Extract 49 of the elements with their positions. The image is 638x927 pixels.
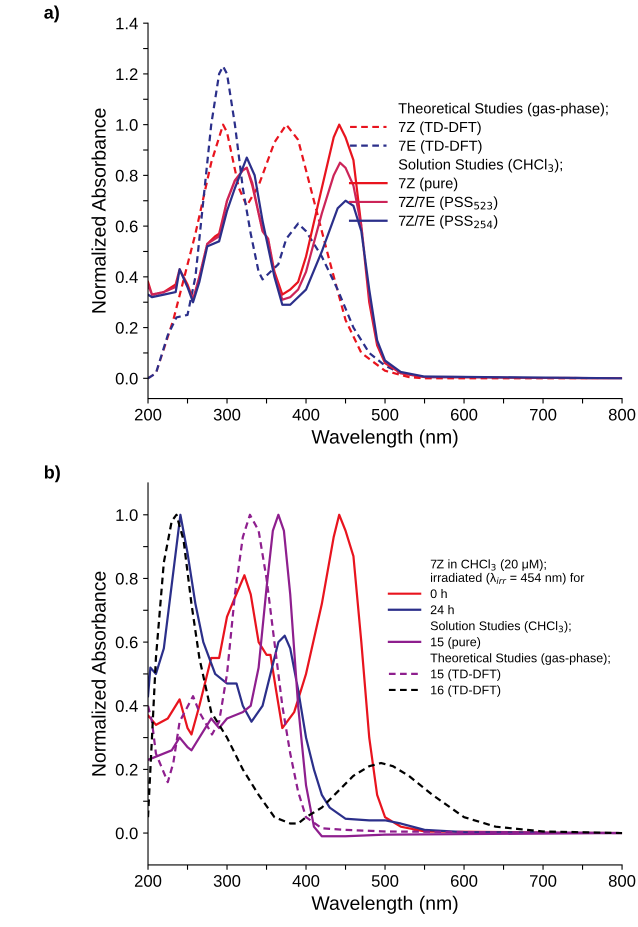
y-axis-title: Normalized Absorbance xyxy=(91,572,106,776)
x-tick-label: 600 xyxy=(450,408,478,421)
x-tick-label: 700 xyxy=(530,408,556,421)
x-tick-label: 700 xyxy=(530,875,556,887)
legend-label: 16 (TD-DFT) xyxy=(431,685,500,697)
annotation: 7Z in CHCl$_{3}$ (20 μM); irradiated (λ$_{irr}$ = 454 nm) for xyxy=(430,559,584,585)
y-tick-label: 1.0 xyxy=(116,509,138,521)
legend-label: 7Z (TD-DFT) xyxy=(398,121,481,136)
y-tick-label: 0.8 xyxy=(116,170,138,182)
y-tick-label: 0.8 xyxy=(116,572,138,585)
y-tick-label: 1.2 xyxy=(116,68,138,80)
legend-label: 15 (TD-DFT) xyxy=(431,669,500,681)
legend-label: 7Z/7E (PSS$_{254}$) xyxy=(398,215,498,229)
x-tick-label: 300 xyxy=(214,875,240,887)
legend-label: 7E (TD-DFT) xyxy=(398,140,482,154)
x-tick-label: 200 xyxy=(134,875,162,887)
x-tick-label: 800 xyxy=(608,875,636,887)
y-tick-label: 0.2 xyxy=(116,322,138,334)
x-tick-label: 600 xyxy=(450,875,478,887)
x-tick-label: 200 xyxy=(134,408,162,421)
legend-label: 15 (pure) xyxy=(431,637,480,649)
chart-title: a) xyxy=(44,6,59,22)
y-tick-label: 1.4 xyxy=(116,18,138,30)
x-axis-title: Wavelength (nm) xyxy=(311,429,458,448)
annotation: Solution Studies (CHCl$_{3}$); xyxy=(430,621,571,633)
x-axis-title: Wavelength (nm) xyxy=(311,896,458,914)
legend-label: 24 h xyxy=(430,605,454,614)
y-tick-label: 0.6 xyxy=(116,220,138,232)
legend-label: 0 h xyxy=(430,588,447,598)
y-tick-label: 1.0 xyxy=(116,119,138,131)
x-tick-label: 400 xyxy=(292,408,320,421)
y-tick-label: 0.4 xyxy=(116,271,138,284)
x-tick-label: 800 xyxy=(608,408,636,421)
chart-title: b) xyxy=(44,465,60,482)
annotation: Theoretical Studies (gas-phase); xyxy=(398,102,608,116)
x-tick-label: 300 xyxy=(214,408,240,421)
y-tick-label: 0.0 xyxy=(116,372,138,385)
y-tick-label: 0.0 xyxy=(116,827,138,840)
y-tick-label: 0.2 xyxy=(116,764,138,776)
x-tick-label: 500 xyxy=(372,408,398,421)
y-tick-label: 0.4 xyxy=(116,700,138,712)
legend-label: 7Z/7E (PSS$_{523}$) xyxy=(398,196,498,210)
annotation: Solution Studies (CHCl$_{3}$); xyxy=(398,158,562,172)
x-tick-label: 500 xyxy=(372,875,398,887)
x-tick-label: 400 xyxy=(292,875,320,887)
annotation: Theoretical Studies (gas-phase); xyxy=(430,653,610,665)
legend-label: 7Z (pure) xyxy=(398,178,458,192)
y-tick-label: 0.6 xyxy=(116,636,138,648)
y-axis-title: Normalized Absorbance xyxy=(91,108,106,313)
